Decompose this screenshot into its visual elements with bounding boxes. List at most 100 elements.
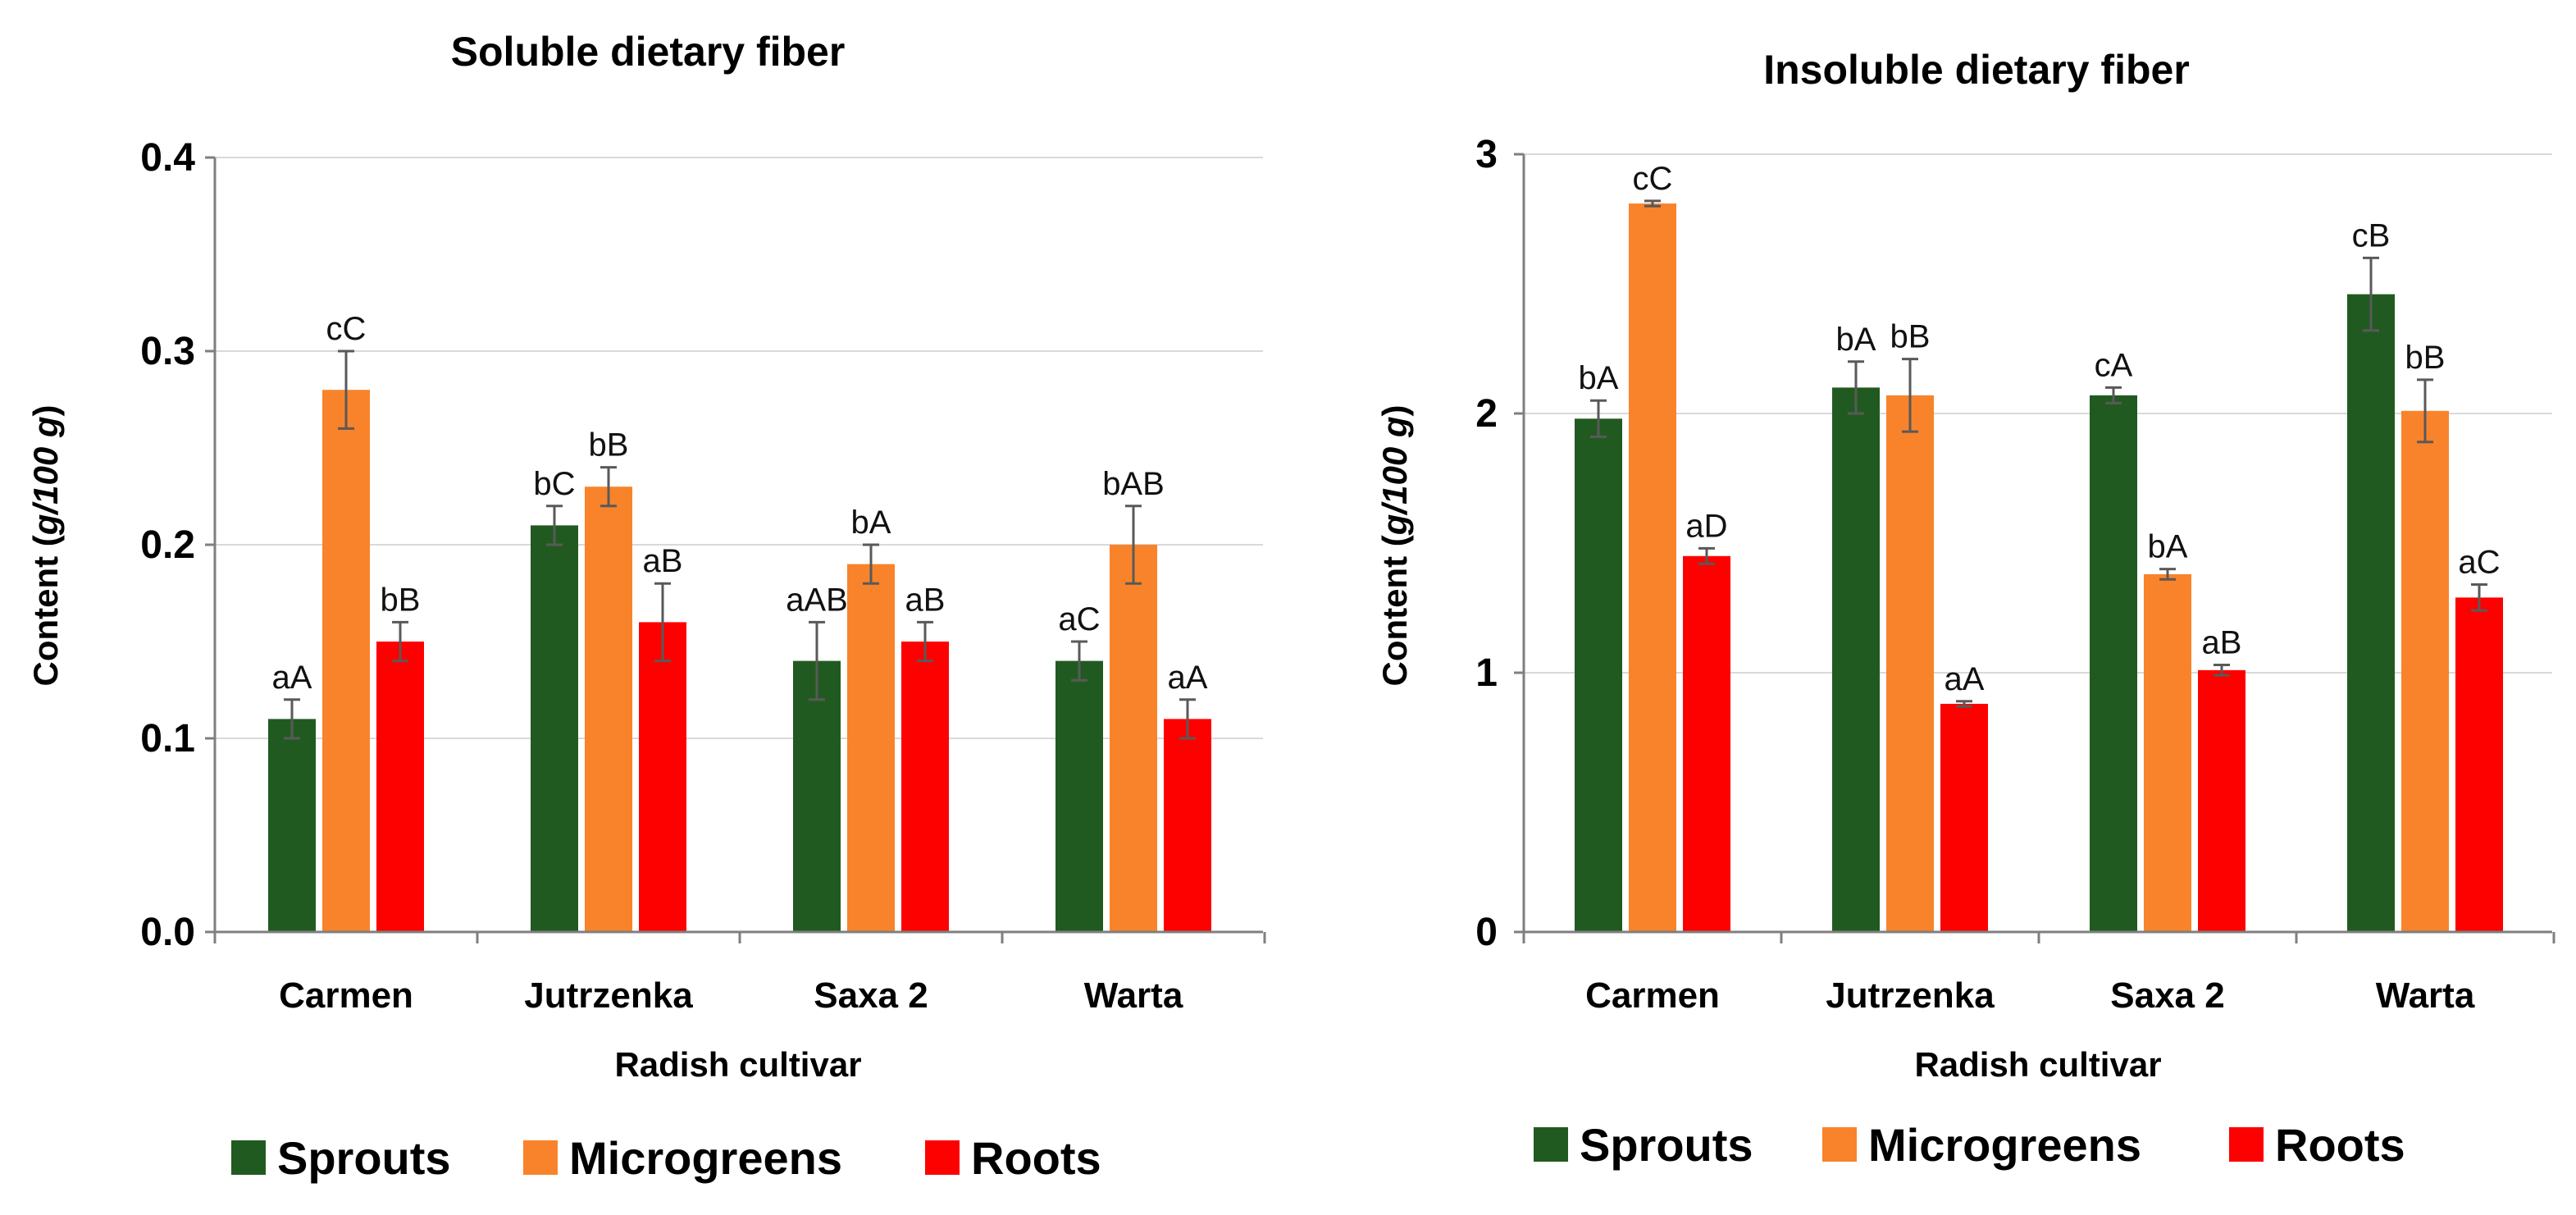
data-label: bC <box>533 466 575 502</box>
data-label: aB <box>643 543 683 579</box>
legend-label-microgreens: Microgreens <box>1868 1119 2141 1171</box>
soluble-fiber-panel: Soluble dietary fiber 0.0 0.1 0.2 0.3 0.4 Ca… <box>26 29 1266 1184</box>
x-tick-label: Carmen <box>1585 975 1720 1016</box>
bar-microgreens-warta <box>1110 545 1157 932</box>
axes <box>1514 153 2555 943</box>
error-bar <box>2214 664 2230 677</box>
error-bar <box>2471 583 2487 612</box>
error-bar <box>2363 256 2379 332</box>
legend-swatch-roots <box>925 1140 960 1175</box>
error-bar <box>2105 386 2122 404</box>
data-label: cB <box>2352 217 2391 254</box>
data-label: bA <box>1836 322 1876 358</box>
x-axis-label: Radish cultivar <box>1914 1045 2161 1084</box>
legend: Sprouts Microgreens Roots <box>231 1132 1101 1184</box>
y-axis-label: Content (g/100 g) <box>26 404 65 686</box>
chart-title: Insoluble dietary fiber <box>1763 47 2190 93</box>
gridlines <box>215 157 1263 739</box>
bars <box>268 349 1211 932</box>
error-bar <box>1902 358 1918 433</box>
x-tick-label: Jutrzenka <box>1826 975 1995 1016</box>
error-bar <box>863 543 879 585</box>
x-tick-label: Warta <box>1084 975 1183 1016</box>
data-label: aA <box>1168 660 1208 696</box>
axes <box>205 156 1266 943</box>
legend-label-roots: Roots <box>971 1132 1101 1184</box>
data-label: aD <box>1685 508 1727 544</box>
bar-sprouts-carmen <box>1575 418 1622 932</box>
y-axis-label-prefix: Content ( <box>1375 535 1414 686</box>
legend-label-sprouts: Sprouts <box>1580 1119 1753 1171</box>
data-label: aC <box>2458 545 2500 581</box>
data-label: bAB <box>1102 466 1165 502</box>
legend-swatch-microgreens <box>523 1140 558 1175</box>
bar-roots-jutrzenka <box>639 622 686 932</box>
error-bar <box>392 620 408 663</box>
y-axis-label: Content (g/100 g) <box>1375 404 1414 686</box>
data-label: cC <box>326 311 367 347</box>
error-bar <box>2417 378 2433 444</box>
bar-roots-carmen <box>1683 555 1730 932</box>
data-label: aB <box>2202 625 2242 661</box>
error-bar <box>1179 698 1196 740</box>
error-bar <box>917 620 933 663</box>
data-label: bA <box>851 505 891 541</box>
chart-title: Soluble dietary fiber <box>451 29 846 75</box>
bar-microgreens-jutrzenka <box>1886 395 1934 932</box>
x-tick-label: Carmen <box>279 975 413 1016</box>
data-label: cC <box>1633 161 1673 197</box>
insoluble-fiber-panel: Insoluble dietary fiber 0 1 2 3 Carmen Jutrz… <box>1375 47 2555 1171</box>
gridlines <box>1524 153 2552 674</box>
data-label: cA <box>2095 347 2133 383</box>
x-axis-label: Radish cultivar <box>614 1045 861 1084</box>
data-label: bA <box>1579 360 1619 396</box>
error-bar <box>1644 199 1661 208</box>
y-tick-labels: 0 1 2 3 <box>1475 133 1498 954</box>
data-labels: bA cC aD bA bB aA cA bA aB cB bB aC <box>1579 161 2501 697</box>
bar-sprouts-warta <box>1055 660 1103 932</box>
error-bar <box>1590 399 1607 438</box>
bar-roots-jutrzenka <box>1940 703 1988 932</box>
bar-roots-saxa-2 <box>2198 669 2245 932</box>
legend-label-sprouts: Sprouts <box>277 1132 451 1184</box>
x-tick-label: Warta <box>2376 975 2475 1016</box>
bar-sprouts-jutrzenka <box>1832 387 1880 932</box>
y-axis-label-unit: g/100 g <box>26 416 65 536</box>
y-tick-label: 3 <box>1475 133 1498 176</box>
data-label: aA <box>1945 661 1985 697</box>
data-labels: aA cC bB bC bB aB aAB bA aB aC bAB aA <box>272 311 1208 696</box>
legend-swatch-microgreens <box>1822 1127 1857 1162</box>
error-bar <box>809 620 825 701</box>
bar-roots-carmen <box>376 642 424 932</box>
y-tick-label: 2 <box>1475 392 1498 436</box>
x-tick-label: Saxa 2 <box>814 975 928 1016</box>
error-bar <box>1848 360 1864 415</box>
bar-roots-warta <box>1164 719 1211 932</box>
y-tick-label: 0.2 <box>140 523 195 567</box>
bar-microgreens-warta <box>2401 410 2449 933</box>
x-tick-label: Jutrzenka <box>524 975 693 1016</box>
bar-sprouts-saxa-2 <box>2090 395 2137 932</box>
data-label: bB <box>1890 319 1931 355</box>
data-label: bB <box>2405 340 2446 376</box>
legend-swatch-sprouts <box>231 1140 266 1175</box>
legend: Sprouts Microgreens Roots <box>1534 1119 2405 1171</box>
data-label: aC <box>1058 601 1100 637</box>
data-label: aB <box>905 582 946 618</box>
bar-roots-saxa-2 <box>901 642 949 932</box>
error-bar <box>338 349 354 430</box>
x-tick-labels: Carmen Jutrzenka Saxa 2 Warta <box>279 975 1183 1016</box>
data-label: aA <box>272 660 312 696</box>
bar-microgreens-jutrzenka <box>585 486 632 932</box>
bar-sprouts-carmen <box>268 719 316 932</box>
y-tick-label: 0.3 <box>140 330 195 373</box>
data-label: bB <box>381 582 421 618</box>
data-label: aAB <box>786 582 848 618</box>
error-bar <box>654 582 671 663</box>
y-axis-label-prefix: Content ( <box>26 535 65 686</box>
y-axis-label-unit: g/100 g <box>1375 416 1414 536</box>
data-label: bB <box>589 427 629 464</box>
legend-label-roots: Roots <box>2275 1119 2405 1171</box>
bar-microgreens-saxa-2 <box>847 564 895 932</box>
